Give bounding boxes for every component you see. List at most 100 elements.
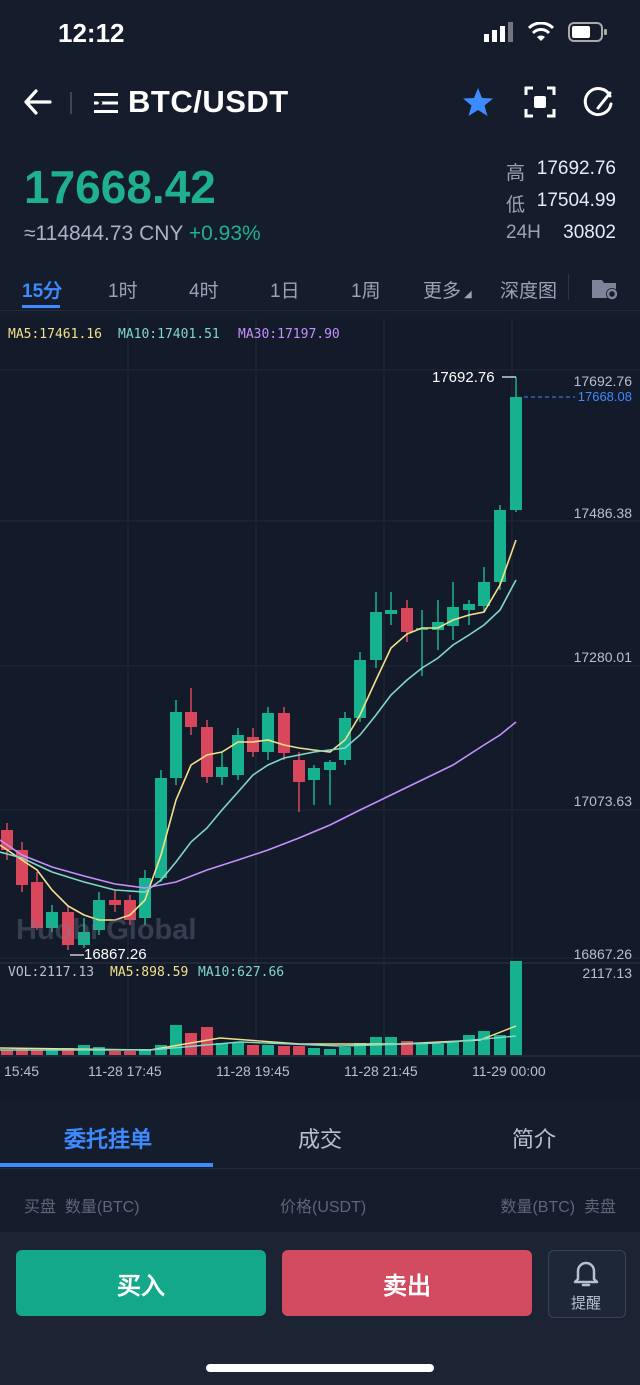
volume-bar bbox=[216, 1043, 228, 1055]
volume-bar bbox=[293, 1046, 305, 1055]
chart-area[interactable] bbox=[0, 318, 640, 1106]
tab-4h[interactable]: 4时 bbox=[189, 281, 219, 302]
volume-bar bbox=[170, 1025, 182, 1055]
volume-bar bbox=[201, 1027, 213, 1055]
orderbook-ask-header: 数量(BTC) 卖盘 bbox=[500, 1199, 616, 1216]
buy-button[interactable]: 买入 bbox=[16, 1250, 266, 1316]
volume-bar bbox=[432, 1044, 444, 1055]
volume-bar bbox=[232, 1042, 244, 1055]
tab-1w[interactable]: 1周 bbox=[351, 281, 381, 302]
wifi-icon bbox=[528, 22, 554, 41]
volume-bar bbox=[16, 1049, 28, 1055]
volume-bar bbox=[185, 1033, 197, 1055]
stat-label-24h: 24H bbox=[506, 222, 541, 243]
favorite-star-icon[interactable] bbox=[460, 84, 496, 120]
tab-depth[interactable]: 深度图 bbox=[500, 281, 558, 302]
candle-body bbox=[46, 912, 58, 928]
screenshot-icon[interactable] bbox=[522, 84, 558, 120]
tab-intro[interactable]: 简介 bbox=[512, 1127, 557, 1152]
x-tick-label: 15:45 bbox=[4, 1063, 40, 1079]
tab-more[interactable]: 更多 ◢ bbox=[423, 281, 472, 302]
candle-body bbox=[401, 608, 413, 632]
status-time: 12:12 bbox=[58, 18, 125, 48]
stat-label-high: 高 bbox=[506, 163, 526, 184]
volume-bar bbox=[463, 1035, 475, 1055]
candle-body bbox=[170, 712, 182, 778]
ma30-legend: MA30:17197.90 bbox=[238, 327, 340, 342]
candle-body bbox=[494, 510, 506, 582]
y-tick-label: 17073.63 bbox=[573, 793, 632, 809]
battery-icon bbox=[568, 22, 607, 42]
candle-body bbox=[93, 900, 105, 930]
candle-body bbox=[385, 610, 397, 614]
vol-ma5-legend: MA5:898.59 bbox=[110, 965, 189, 980]
tab-1d[interactable]: 1日 bbox=[270, 281, 300, 302]
tab-trades[interactable]: 成交 bbox=[298, 1127, 343, 1152]
vol-ma10-line bbox=[0, 1035, 517, 1051]
candlestick-chart[interactable] bbox=[0, 318, 640, 1088]
candle-body bbox=[432, 622, 444, 630]
candle-body bbox=[185, 712, 197, 727]
ma10-line bbox=[0, 579, 517, 893]
tab-1h[interactable]: 1时 bbox=[108, 281, 138, 302]
volume-bar bbox=[139, 1049, 151, 1055]
orderbook-price-header: 价格(USDT) bbox=[280, 1199, 367, 1216]
cny-price: ≈114844.73 CNY +0.93% bbox=[24, 222, 261, 245]
candle-body bbox=[447, 607, 459, 626]
refresh-icon[interactable] bbox=[580, 84, 616, 120]
pair-title[interactable]: BTC/USDT bbox=[128, 84, 289, 119]
current-price-label: 17668.08 bbox=[577, 389, 632, 404]
volume-bar bbox=[1, 1050, 13, 1055]
y-tick-label: 17692.76 bbox=[573, 373, 632, 389]
back-arrow-icon[interactable] bbox=[20, 84, 56, 120]
volume-bar bbox=[447, 1041, 459, 1055]
ma5-line bbox=[0, 539, 517, 921]
x-tick-label: 11-28 17:45 bbox=[88, 1063, 162, 1079]
stat-label-low: 低 bbox=[506, 195, 526, 216]
candle-body bbox=[31, 882, 43, 928]
volume-bar bbox=[494, 1035, 506, 1055]
stat-value-low: 17504.99 bbox=[536, 190, 616, 211]
volume-bar bbox=[247, 1045, 259, 1055]
candle-body bbox=[124, 900, 136, 920]
candle-body bbox=[354, 660, 366, 718]
volume-bar bbox=[262, 1045, 274, 1055]
candle-body bbox=[62, 912, 74, 945]
candle-body bbox=[109, 900, 121, 905]
volume-bar bbox=[46, 1048, 58, 1055]
candle-body bbox=[463, 604, 475, 610]
stat-value-24h: 30802 bbox=[563, 222, 616, 243]
volume-bar bbox=[155, 1045, 167, 1055]
candle-body bbox=[1, 830, 13, 850]
volume-bar bbox=[124, 1051, 136, 1055]
volume-bar bbox=[339, 1047, 351, 1055]
volume-bar bbox=[324, 1049, 336, 1055]
stat-value-high: 17692.76 bbox=[536, 158, 616, 179]
home-indicator[interactable] bbox=[206, 1364, 434, 1372]
volume-bar bbox=[478, 1031, 490, 1055]
volume-bar bbox=[510, 961, 522, 1055]
active-tab-indicator bbox=[22, 305, 60, 308]
sell-button[interactable]: 卖出 bbox=[282, 1250, 532, 1316]
orderbook-bid-header: 买盘 数量(BTC) bbox=[24, 1199, 140, 1216]
price-change: +0.93% bbox=[188, 222, 261, 245]
chart-settings-icon[interactable] bbox=[590, 274, 620, 302]
tab-open-orders[interactable]: 委托挂单 bbox=[64, 1127, 153, 1152]
volume-bar bbox=[278, 1046, 290, 1055]
y-tick-label: 17486.38 bbox=[573, 505, 632, 521]
tab-15m[interactable]: 15分 bbox=[22, 281, 63, 302]
dropdown-triangle-icon: ◢ bbox=[464, 289, 472, 300]
pair-menu-icon[interactable] bbox=[92, 90, 120, 116]
bottom-tabs-divider bbox=[0, 1168, 640, 1169]
signal-icon bbox=[484, 22, 513, 42]
candle-body bbox=[216, 767, 228, 777]
candle-body bbox=[201, 727, 213, 777]
vol-max-label: 2117.13 bbox=[582, 965, 632, 981]
candle-body bbox=[370, 612, 382, 660]
watermark-logo: Huobi Global bbox=[16, 914, 197, 946]
candle-body bbox=[478, 582, 490, 606]
candle-body bbox=[324, 762, 336, 770]
alert-label: 提醒 bbox=[570, 1295, 601, 1312]
bottom-tab-indicator bbox=[0, 1163, 213, 1167]
volume-bar bbox=[62, 1048, 74, 1055]
